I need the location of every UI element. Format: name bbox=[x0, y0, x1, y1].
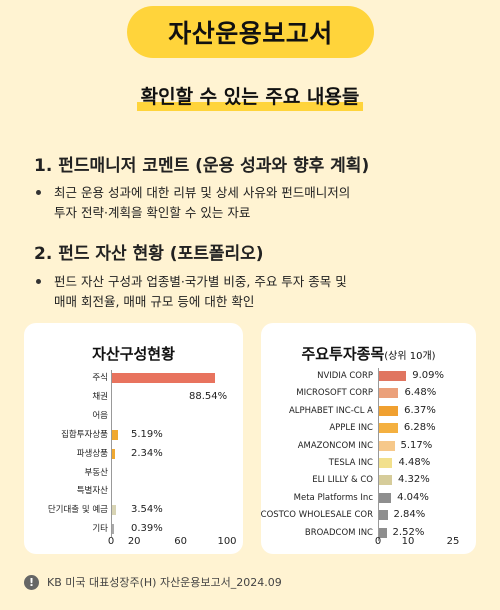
chart-bar bbox=[112, 429, 119, 440]
chart-value-label: 0.39% bbox=[131, 523, 163, 535]
chart-category-label: MICROSOFT CORP bbox=[296, 388, 373, 399]
chart-category-label: ALPHABET INC-CL A bbox=[288, 405, 373, 416]
chart-tick-label: 25 bbox=[446, 536, 460, 547]
chart-axis-line bbox=[111, 370, 112, 538]
chart-tick-label: 10 bbox=[401, 536, 415, 547]
chart-tick-label: 60 bbox=[174, 536, 187, 547]
chart-bar bbox=[112, 373, 215, 383]
section-2-heading: 2. 펀드 자산 현황 (포트폴리오) bbox=[34, 244, 264, 264]
top-holdings-card: 주요투자종목(상위 10개) NVIDIA CORP 9.09% MICROSOFT… bbox=[261, 323, 476, 554]
chart-bar bbox=[112, 505, 117, 516]
chart-tick-label: 0 bbox=[107, 536, 115, 547]
chart-category-label: 단기대출 및 예금 bbox=[47, 505, 108, 516]
chart-axis-line bbox=[378, 368, 379, 541]
chart-category-label: 파생상품 bbox=[76, 448, 108, 459]
chart-category-label: 기타 bbox=[92, 524, 108, 535]
chart-tick-label: 0 bbox=[374, 536, 382, 547]
chart-value-label: 6.37% bbox=[404, 404, 436, 416]
chart-category-label: 어음 bbox=[92, 410, 108, 421]
chart-category-label: 채권 bbox=[92, 391, 108, 402]
chart-category-label: NVIDIA CORP bbox=[317, 371, 373, 381]
chart-tick-label: 100 bbox=[217, 536, 237, 547]
chart-bar bbox=[379, 371, 407, 381]
page-title: 자산운용보고서 bbox=[168, 19, 333, 48]
chart-value-label: 6.48% bbox=[404, 387, 437, 399]
chart-value-label: 6.28% bbox=[403, 422, 436, 434]
chart-category-label: BROADCOM INC bbox=[304, 527, 373, 538]
chart-value-label: 2.52% bbox=[392, 526, 425, 538]
footer: ! KB 미국 대표성장주(H) 자산운용보고서_2024.09 bbox=[24, 573, 282, 591]
bullet-line: 매매 회전율, 매매 규모 등에 대한 확인 bbox=[54, 294, 255, 309]
chart-bar bbox=[379, 388, 399, 399]
chart-value-label: 4.04% bbox=[397, 491, 429, 503]
chart-bar bbox=[112, 524, 114, 535]
chart-value-label: 88.54% bbox=[189, 390, 228, 402]
chart-value-label: 5.19% bbox=[131, 428, 163, 440]
chart-category-label: AMAZONCOM INC bbox=[297, 440, 373, 451]
chart-tick-label: 20 bbox=[127, 536, 141, 547]
chart-value-label: 4.32% bbox=[397, 474, 430, 486]
chart-bar bbox=[379, 405, 399, 416]
chart-category-label: APPLE INC bbox=[329, 423, 373, 434]
asset-card-title: 자산구성현황 bbox=[92, 345, 175, 363]
bullet-line: 펀드 자산 구성과 업종별·국가별 비중, 주요 투자 종목 및 bbox=[54, 274, 347, 289]
chart-category-label: TESLA INC bbox=[328, 458, 373, 468]
exclamation-icon: ! bbox=[24, 574, 39, 590]
chart-bar bbox=[379, 423, 398, 434]
bullet-line: 투자 전략·계획을 확인할 수 있는 자료 bbox=[54, 205, 251, 220]
section-2-bullet: 펀드 자산 구성과 업종별·국가별 비중, 주요 투자 종목 및 매매 회전율,… bbox=[36, 272, 347, 312]
chart-category-label: Meta Platforms Inc bbox=[293, 492, 373, 503]
chart-bar bbox=[379, 510, 388, 521]
chart-category-label: COSTCO WHOLESALE COR bbox=[260, 510, 373, 521]
chart-category-label: 부동산 bbox=[84, 467, 108, 478]
chart-bar bbox=[112, 448, 115, 459]
footer-source-text: KB 미국 대표성장주(H) 자산운용보고서_2024.09 bbox=[47, 576, 282, 589]
bullet-dot bbox=[36, 190, 41, 195]
chart-bar bbox=[379, 458, 393, 468]
holdings-card-title-main: 주요투자종목 bbox=[301, 345, 385, 363]
chart-bar bbox=[379, 440, 395, 451]
title-pill: 자산운용보고서 bbox=[127, 6, 374, 58]
chart-value-label: 4.48% bbox=[398, 457, 431, 468]
chart-category-label: 특별자산 bbox=[76, 486, 108, 497]
holdings-card-title: 주요투자종목(상위 10개) bbox=[261, 343, 476, 364]
holdings-card-title-suffix: (상위 10개) bbox=[384, 351, 436, 362]
chart-value-label: 9.09% bbox=[412, 370, 445, 381]
chart-category-label: 집합투자상품 bbox=[61, 429, 108, 440]
chart-bar bbox=[379, 492, 392, 503]
section-1-bullet: 최근 운용 성과에 대한 리뷰 및 상세 사유와 펀드매니저의 투자 전략·계획… bbox=[36, 183, 350, 223]
bullet-line: 최근 운용 성과에 대한 리뷰 및 상세 사유와 펀드매니저의 bbox=[54, 185, 351, 200]
section-1-heading: 1. 펀드매니저 코멘트 (운용 성과와 향후 계획) bbox=[34, 156, 370, 176]
chart-value-label: 5.17% bbox=[400, 439, 433, 451]
subtitle: 확인할 수 있는 주요 내용들 bbox=[136, 82, 364, 111]
chart-value-label: 3.54% bbox=[131, 504, 163, 516]
chart-category-label: ELI LILLY & CO bbox=[312, 475, 373, 486]
bullet-dot bbox=[36, 279, 41, 284]
chart-value-label: 2.34% bbox=[131, 447, 163, 459]
chart-value-label: 2.84% bbox=[393, 509, 426, 521]
chart-bar bbox=[379, 475, 392, 486]
chart-category-label: 주식 bbox=[92, 373, 108, 383]
chart-bar bbox=[379, 527, 387, 538]
subtitle-wrap: 확인할 수 있는 주요 내용들 bbox=[0, 82, 500, 111]
